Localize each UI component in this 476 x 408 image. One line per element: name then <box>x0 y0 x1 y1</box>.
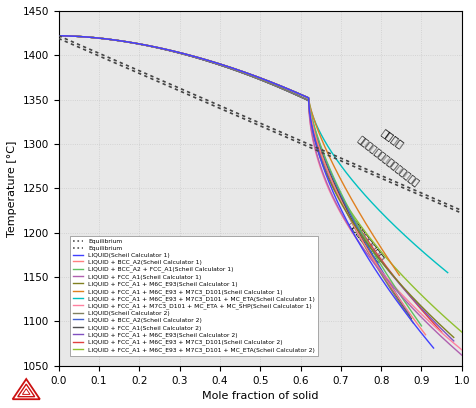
Text: 平衡計算: 平衡計算 <box>378 127 405 150</box>
Text: シャイル凝固計算（パラ平衡）: シャイル凝固計算（パラ平衡） <box>354 135 419 188</box>
Y-axis label: Temperature [°C]: Temperature [°C] <box>7 140 17 237</box>
X-axis label: Mole fraction of solid: Mole fraction of solid <box>201 391 318 401</box>
Text: シャイル凝固計算: シャイル凝固計算 <box>346 217 385 263</box>
Legend: Equilibrium, Equilibrium, LIQUID(Scheil Calculator 1), LIQUID + BCC_A2(Scheil Ca: Equilibrium, Equilibrium, LIQUID(Scheil … <box>69 236 317 356</box>
